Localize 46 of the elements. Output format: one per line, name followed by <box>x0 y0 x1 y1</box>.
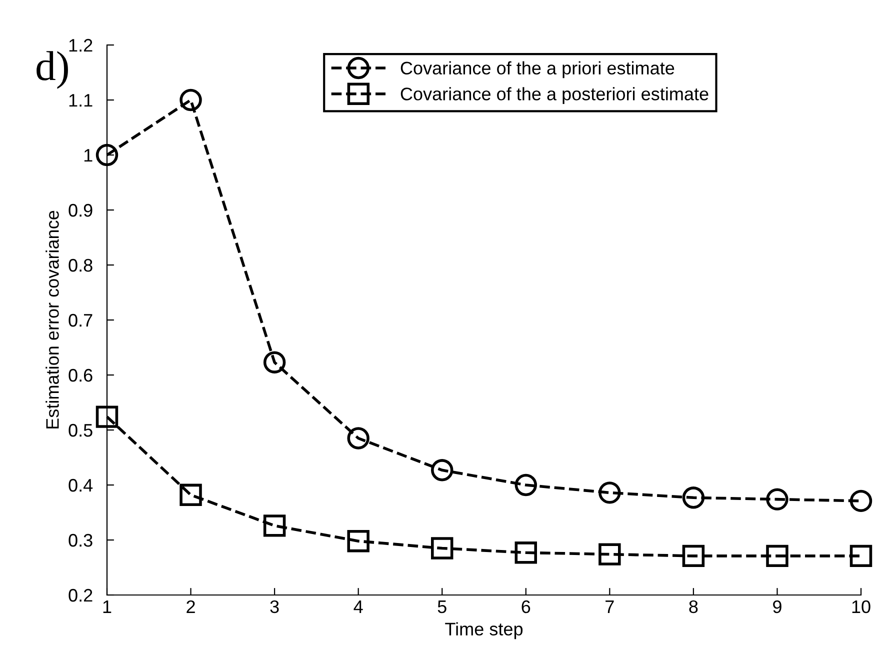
x-tick-label: 10 <box>852 600 870 614</box>
point <box>180 88 202 112</box>
y-tick-label: 0.6 <box>68 368 92 382</box>
point <box>766 488 788 510</box>
legend-label: Covariance of the a priori estimate <box>400 61 674 78</box>
x-tick-label: 2 <box>186 600 195 613</box>
text: d) <box>36 51 68 89</box>
y-tick-label: 0.8 <box>68 258 92 272</box>
point <box>347 530 370 552</box>
point <box>598 482 621 504</box>
x-axis-title: Time step <box>445 622 523 640</box>
legend-label: Covariance of the a posteriori estimate <box>400 87 708 104</box>
point <box>598 543 621 566</box>
point <box>347 427 370 450</box>
x-tick-label: 1 <box>103 600 112 613</box>
point <box>263 351 286 374</box>
point <box>682 544 705 568</box>
y-tick-label: 0.3 <box>68 534 92 547</box>
x-tick-label: 4 <box>354 600 363 613</box>
x-tick-label: 3 <box>270 600 279 614</box>
point <box>180 484 202 506</box>
point <box>850 490 872 512</box>
y-tick-label: 0.4 <box>68 478 93 492</box>
point <box>514 542 537 564</box>
y-axis-title: Estimation error covariance <box>46 210 59 428</box>
x-tick-label: 5 <box>438 600 446 614</box>
point <box>263 514 286 537</box>
y-tick-label: 0.7 <box>68 314 92 327</box>
y-tick-label: 0.2 <box>68 588 92 602</box>
point <box>431 537 454 560</box>
point <box>850 544 872 568</box>
point <box>682 486 705 509</box>
x-tick-label: 6 <box>522 600 530 614</box>
point <box>766 544 788 568</box>
y-tick-label: 0.5 <box>68 424 92 437</box>
point <box>96 406 118 428</box>
point <box>514 474 537 496</box>
x-tick-label: 9 <box>773 600 782 614</box>
point <box>431 459 454 482</box>
y-tick-label: 1.1 <box>69 94 92 107</box>
point <box>96 144 118 166</box>
x-tick-label: 7 <box>606 600 614 613</box>
y-tick-label: 0.9 <box>68 204 92 217</box>
y-tick-label: 1.2 <box>69 38 92 52</box>
y-tick-label: 1 <box>84 149 92 162</box>
x-tick-label: 8 <box>689 600 698 614</box>
